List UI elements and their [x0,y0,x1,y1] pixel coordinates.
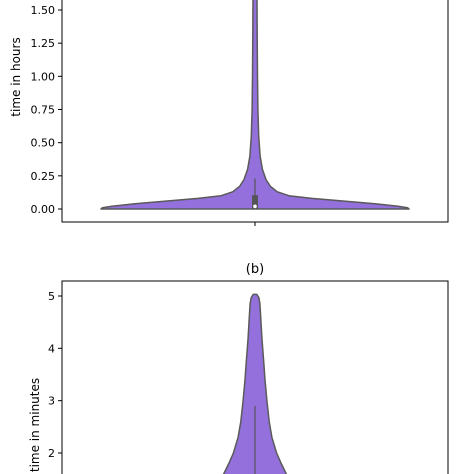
y-tick-label: 5 [48,290,55,303]
y-tick-label: 2 [48,447,55,460]
y-axis-ticks-minutes: 2 3 4 5 [48,290,62,460]
violin-panel-hours: 0.00 0.25 0.50 0.75 1.00 1.25 1.50 time in hou… [9,0,449,226]
y-tick-label: 3 [48,395,55,408]
plot-frame-minutes [61,280,449,474]
y-tick-label: 0.75 [31,104,56,117]
y-axis-label-minutes: time in minutes [28,378,42,472]
y-tick-label: 1.00 [31,70,56,83]
violin-shape [100,0,410,210]
y-axis-label-hours: time in hours [9,37,23,116]
y-tick-label: 0.25 [31,170,56,183]
y-tick-label: 1.50 [31,4,56,17]
y-tick-label: 4 [48,342,55,355]
violin-median [253,204,257,209]
violin-body-minutes [222,293,288,474]
y-axis-ticks-hours: 0.00 0.25 0.50 0.75 1.00 1.25 1.50 [31,4,62,216]
violin-panel-minutes: (b) 2 3 4 5 time in minutes [28,262,449,474]
violin-body-hours [100,0,410,210]
violin-shape [222,293,288,474]
y-tick-label: 1.25 [31,37,56,50]
y-tick-label: 0.00 [31,203,56,216]
violin-box [252,195,258,210]
y-tick-label: 0.50 [31,137,56,150]
panel-title-b: (b) [246,262,264,277]
